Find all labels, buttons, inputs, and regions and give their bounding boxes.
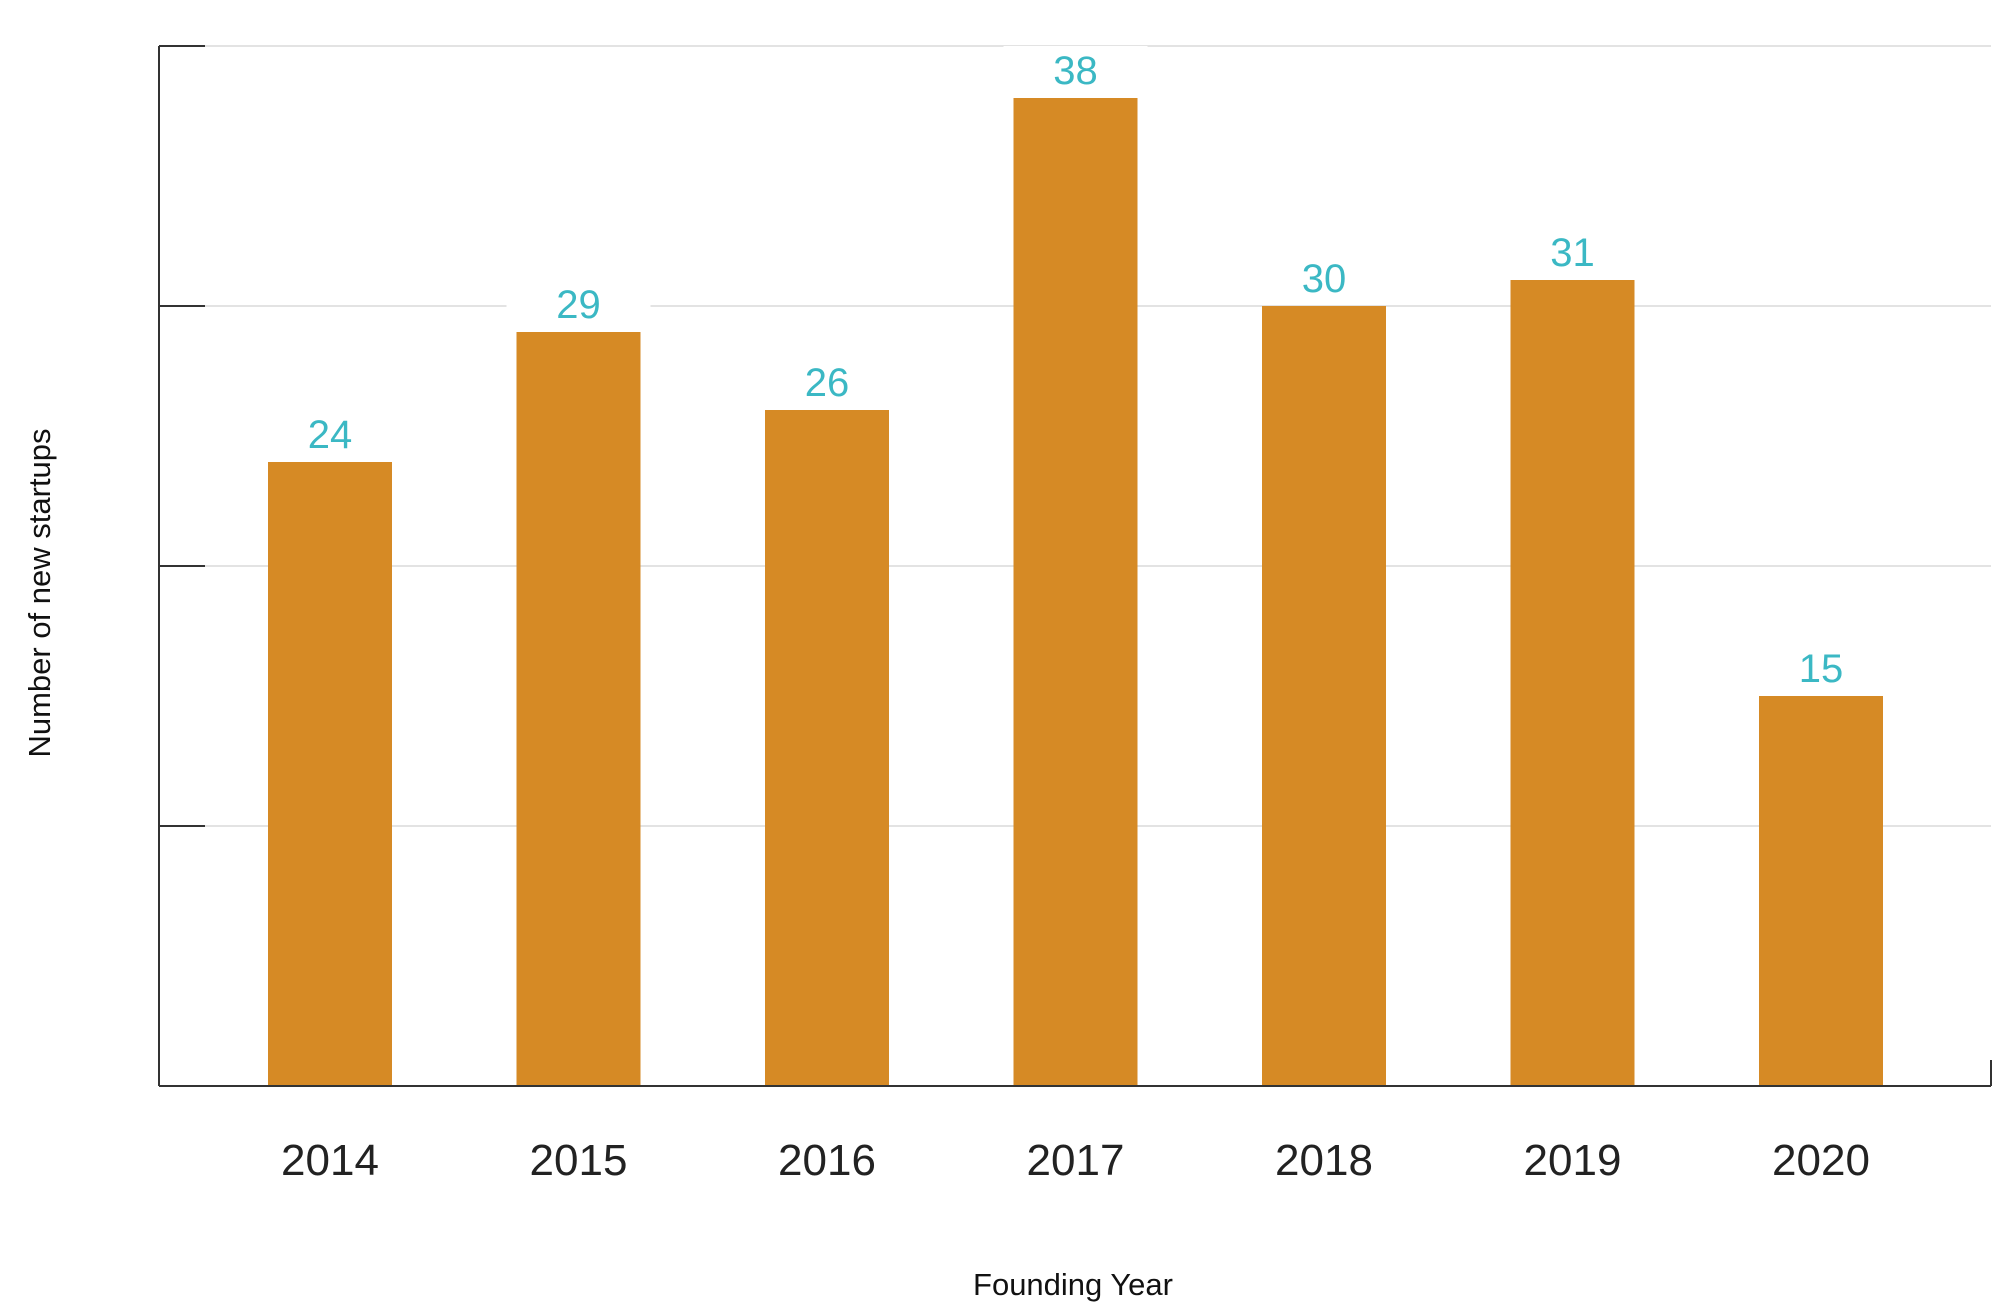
data-label-2017: 38	[1053, 49, 1098, 93]
x-tick-labels: 2014 2015 2016 2017 2018 2019 2020	[281, 1136, 1870, 1185]
bar-2020	[1759, 696, 1883, 1086]
data-label-2016: 26	[805, 361, 850, 405]
bar-2017	[1013, 98, 1138, 1086]
x-tick-label-2018: 2018	[1275, 1136, 1373, 1185]
bars	[268, 98, 1883, 1086]
data-label-2019: 31	[1550, 231, 1595, 275]
bar-2016	[765, 410, 889, 1086]
y-axis-title: Number of new startups	[22, 428, 57, 757]
x-tick-label-2017: 2017	[1027, 1136, 1125, 1185]
data-label-2018: 30	[1302, 257, 1347, 301]
x-axis-title: Founding Year	[973, 1267, 1173, 1302]
data-label-bg-2019	[1500, 228, 1645, 274]
x-tick-label-2015: 2015	[530, 1136, 628, 1185]
bar-2018	[1262, 306, 1386, 1086]
data-label-2015: 29	[556, 283, 601, 327]
x-tick-label-2019: 2019	[1524, 1136, 1622, 1185]
data-label-bg-2020	[1749, 644, 1893, 690]
data-labels: 24 29 26 38 30 31 15	[258, 46, 1893, 691]
data-label-bg-2018	[1252, 254, 1396, 300]
axes	[158, 45, 1992, 1087]
x-tick-label-2016: 2016	[778, 1136, 876, 1185]
bar-2015	[516, 332, 641, 1086]
data-label-bg-2016	[755, 358, 899, 404]
data-label-2014: 24	[308, 413, 353, 457]
x-tick-label-2020: 2020	[1772, 1136, 1870, 1185]
bar-2019	[1510, 280, 1635, 1086]
x-tick-label-2014: 2014	[281, 1136, 379, 1185]
data-label-bg-2017	[1003, 46, 1148, 92]
bar-2014	[268, 462, 392, 1086]
data-label-bg-2015	[506, 280, 651, 326]
data-label-2020: 15	[1799, 647, 1844, 691]
data-label-bg-2014	[258, 410, 402, 456]
